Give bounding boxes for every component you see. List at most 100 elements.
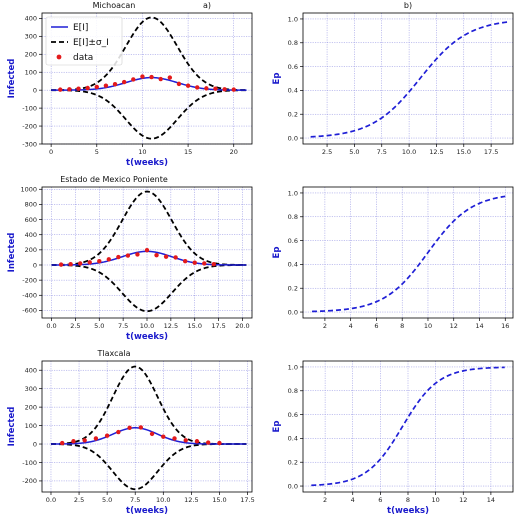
panel-5: 0.0 2.5 5.0 7.5 10.0 12.5 15.0 17.5 -200 -100 0 100… <box>7 349 255 516</box>
data-point <box>172 436 177 441</box>
data-point <box>192 260 197 265</box>
data-point <box>85 85 90 91</box>
data-point <box>125 253 131 258</box>
plot-frame <box>302 360 514 493</box>
data-point <box>106 257 112 262</box>
data-point <box>195 85 200 90</box>
data-point <box>82 438 87 443</box>
y-tick-label: 100 <box>25 422 37 430</box>
x-tick-label: 8 <box>400 322 404 330</box>
x-tick-label: 20 <box>230 148 238 156</box>
y-tick-label: 0 <box>33 86 37 94</box>
x-tick-label: 12 <box>459 496 467 504</box>
data-point <box>173 255 178 260</box>
x-tick-label: 2 <box>323 496 327 504</box>
x-tick-label: 0 <box>49 148 53 156</box>
y-tick-label: -200 <box>22 276 37 284</box>
plot-frame <box>41 360 253 493</box>
data-point <box>140 74 145 79</box>
y-tick-label: -300 <box>22 140 37 148</box>
x-tick-label: 0.0 <box>46 322 56 330</box>
x-axis-label: t(weeks) <box>126 506 168 516</box>
y-axis-label: Infected <box>7 233 17 273</box>
y-tick-label: 0.0 <box>288 308 298 316</box>
x-tick-label: 10 <box>424 322 432 330</box>
panel-4: 2 4 6 8 10 12 14 16 0.0 0.2 0.4 0.6 0.8 1.0 Ep <box>272 186 514 330</box>
data-point <box>76 86 81 91</box>
ep-curve <box>311 195 506 313</box>
x-tick-label: 14 <box>487 496 495 504</box>
data-point <box>176 81 182 87</box>
panel-title: Michoacan <box>93 1 136 10</box>
y-tick-label: 1.0 <box>288 15 298 23</box>
data-point <box>194 439 200 444</box>
panel-2: 2.5 5.0 7.5 10.0 12.5 15.0 17.5 0.0 0.2 0.4 0.6 0.8… <box>272 1 514 156</box>
data-point <box>112 82 118 87</box>
y-tick-label: 800 <box>25 201 37 209</box>
upper-band-line <box>51 16 247 92</box>
data-point <box>231 87 236 92</box>
data-point <box>138 425 144 430</box>
data-point <box>93 436 99 441</box>
x-tick-label: 10.0 <box>140 322 154 330</box>
y-tick-label: 0.0 <box>288 482 298 490</box>
mean-line <box>50 427 247 445</box>
plot-frame <box>41 186 253 319</box>
x-tick-label: 2.5 <box>322 148 332 156</box>
x-tick-label: 12.5 <box>184 496 198 504</box>
x-tick-label: 2 <box>323 322 327 330</box>
panel-3: 0.0 2.5 5.0 7.5 10.0 12.5 15.0 17.5 20.0 -600 -400… <box>7 175 253 342</box>
x-tick-label: 10.0 <box>402 148 416 156</box>
y-axis-label: Ep <box>272 247 282 259</box>
data-point <box>67 87 72 92</box>
y-tick-label: 0.8 <box>288 39 298 47</box>
legend-band-label: E[I]±σ_I <box>73 38 109 48</box>
y-axis-label: Infected <box>7 407 17 447</box>
x-tick-label: 17.5 <box>240 496 254 504</box>
data-point <box>183 438 188 443</box>
y-tick-label: 200 <box>25 246 37 254</box>
panel-label: a) <box>203 1 211 10</box>
y-tick-label: 0.4 <box>288 261 298 269</box>
legend-box <box>45 16 123 66</box>
x-tick-label: 15 <box>184 148 192 156</box>
data-point <box>58 262 64 267</box>
y-tick-label: 400 <box>25 367 37 375</box>
plot-area <box>50 365 247 491</box>
x-tick-label: 12.5 <box>164 322 178 330</box>
legend-data-swatch <box>56 54 62 60</box>
ep-curve <box>311 366 505 487</box>
plot-area <box>310 21 508 138</box>
data-point <box>149 431 155 437</box>
data-point <box>167 75 173 80</box>
data-point <box>121 79 127 85</box>
y-tick-label: 200 <box>25 51 37 59</box>
y-tick-label: 300 <box>25 33 37 41</box>
plot-frame <box>302 12 514 145</box>
data-point <box>77 261 83 266</box>
data-point <box>185 83 191 88</box>
x-axis-label: t(weeks) <box>126 332 168 342</box>
x-tick-label: 10 <box>431 496 439 504</box>
y-tick-label: 200 <box>25 403 37 411</box>
upper-band-line <box>50 365 247 445</box>
x-tick-label: 0.0 <box>46 496 56 504</box>
x-tick-label: 16 <box>501 322 509 330</box>
x-tick-label: 12.5 <box>429 148 443 156</box>
x-tick-label: 5.0 <box>94 322 104 330</box>
x-tick-label: 7.5 <box>118 322 128 330</box>
data-point <box>94 84 99 90</box>
y-axis-label: Ep <box>272 73 282 85</box>
legend-data-label: data <box>73 53 93 63</box>
data-point <box>87 260 92 265</box>
y-tick-label: 0.4 <box>288 87 298 95</box>
data-point <box>222 87 227 92</box>
y-axis-label: Infected <box>7 59 17 99</box>
lower-band-line <box>51 264 247 313</box>
upper-band-line <box>51 190 247 266</box>
x-tick-label: 5.0 <box>102 496 112 504</box>
y-tick-label: 400 <box>25 231 37 239</box>
data-point <box>217 440 222 446</box>
y-tick-label: -100 <box>22 459 37 467</box>
